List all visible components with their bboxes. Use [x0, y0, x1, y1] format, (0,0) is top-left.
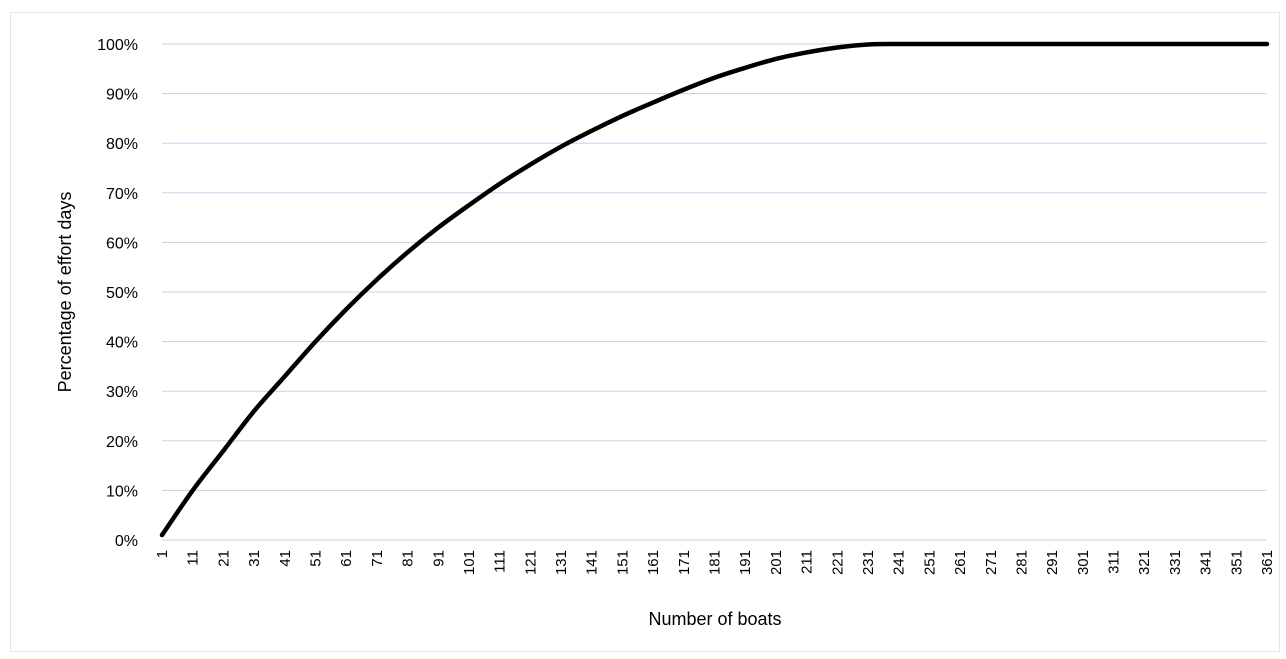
y-tick-label: 70%: [106, 186, 138, 203]
x-tick-label: 41: [277, 550, 294, 567]
x-tick-label: 31: [246, 550, 263, 567]
x-tick-label: 101: [461, 550, 478, 575]
x-tick-label: 351: [1228, 550, 1245, 575]
x-axis-ticks: 1 11 21 31 41 51 61 71 81 91 101 111 121 131 141 151 161…: [154, 550, 1276, 575]
x-tick-label: 221: [829, 550, 846, 575]
y-tick-label: 10%: [106, 483, 138, 500]
x-tick-label: 271: [983, 550, 1000, 575]
x-tick-label: 151: [614, 550, 631, 575]
x-tick-label: 261: [952, 550, 969, 575]
x-tick-label: 131: [553, 550, 570, 575]
y-axis-title: Percentage of effort days: [55, 192, 75, 393]
x-tick-label: 281: [1013, 550, 1030, 575]
y-tick-label: 60%: [106, 235, 138, 252]
y-tick-label: 50%: [106, 285, 138, 302]
x-tick-label: 191: [737, 550, 754, 575]
chart-frame: [10, 12, 1280, 652]
x-tick-label: 71: [369, 550, 386, 567]
series-layer: [159, 41, 1270, 538]
y-axis-ticks: 0% 10% 20% 30% 40% 50% 60% 70% 80% 90% 100%: [97, 37, 138, 550]
y-tick-label: 90%: [106, 87, 138, 104]
x-tick-label: 231: [860, 550, 877, 575]
y-tick-label: 80%: [106, 136, 138, 153]
x-tick-label: 61: [338, 550, 355, 567]
x-tick-label: 331: [1167, 550, 1184, 575]
x-tick-label: 21: [215, 550, 232, 567]
x-tick-label: 1: [154, 550, 171, 558]
x-tick-label: 201: [768, 550, 785, 575]
x-tick-label: 311: [1106, 550, 1123, 574]
x-tick-label: 181: [707, 550, 724, 575]
x-tick-label: 251: [921, 550, 938, 575]
gridlines: [162, 43, 1267, 541]
x-tick-label: 111: [492, 550, 509, 573]
x-tick-label: 141: [584, 550, 601, 575]
x-tick-label: 211: [799, 550, 816, 574]
y-tick-label: 0%: [115, 533, 138, 550]
y-tick-label: 30%: [106, 384, 138, 401]
y-tick-label: 100%: [97, 37, 138, 54]
x-tick-label: 341: [1198, 550, 1215, 575]
x-tick-label: 291: [1044, 550, 1061, 575]
x-tick-label: 241: [891, 550, 908, 575]
x-tick-label: 171: [676, 550, 693, 575]
y-tick-label: 40%: [106, 335, 138, 352]
series-line: [159, 41, 1270, 538]
x-tick-label: 51: [307, 550, 324, 567]
x-tick-label: 121: [522, 550, 539, 575]
x-axis-title: Number of boats: [648, 609, 781, 629]
x-tick-label: 361: [1259, 550, 1276, 575]
x-tick-label: 161: [645, 550, 662, 575]
x-tick-label: 91: [430, 550, 447, 567]
x-tick-label: 321: [1136, 550, 1153, 575]
x-tick-label: 11: [185, 550, 202, 566]
x-tick-label: 81: [400, 550, 417, 567]
y-tick-label: 20%: [106, 434, 138, 451]
x-tick-label: 301: [1075, 550, 1092, 575]
